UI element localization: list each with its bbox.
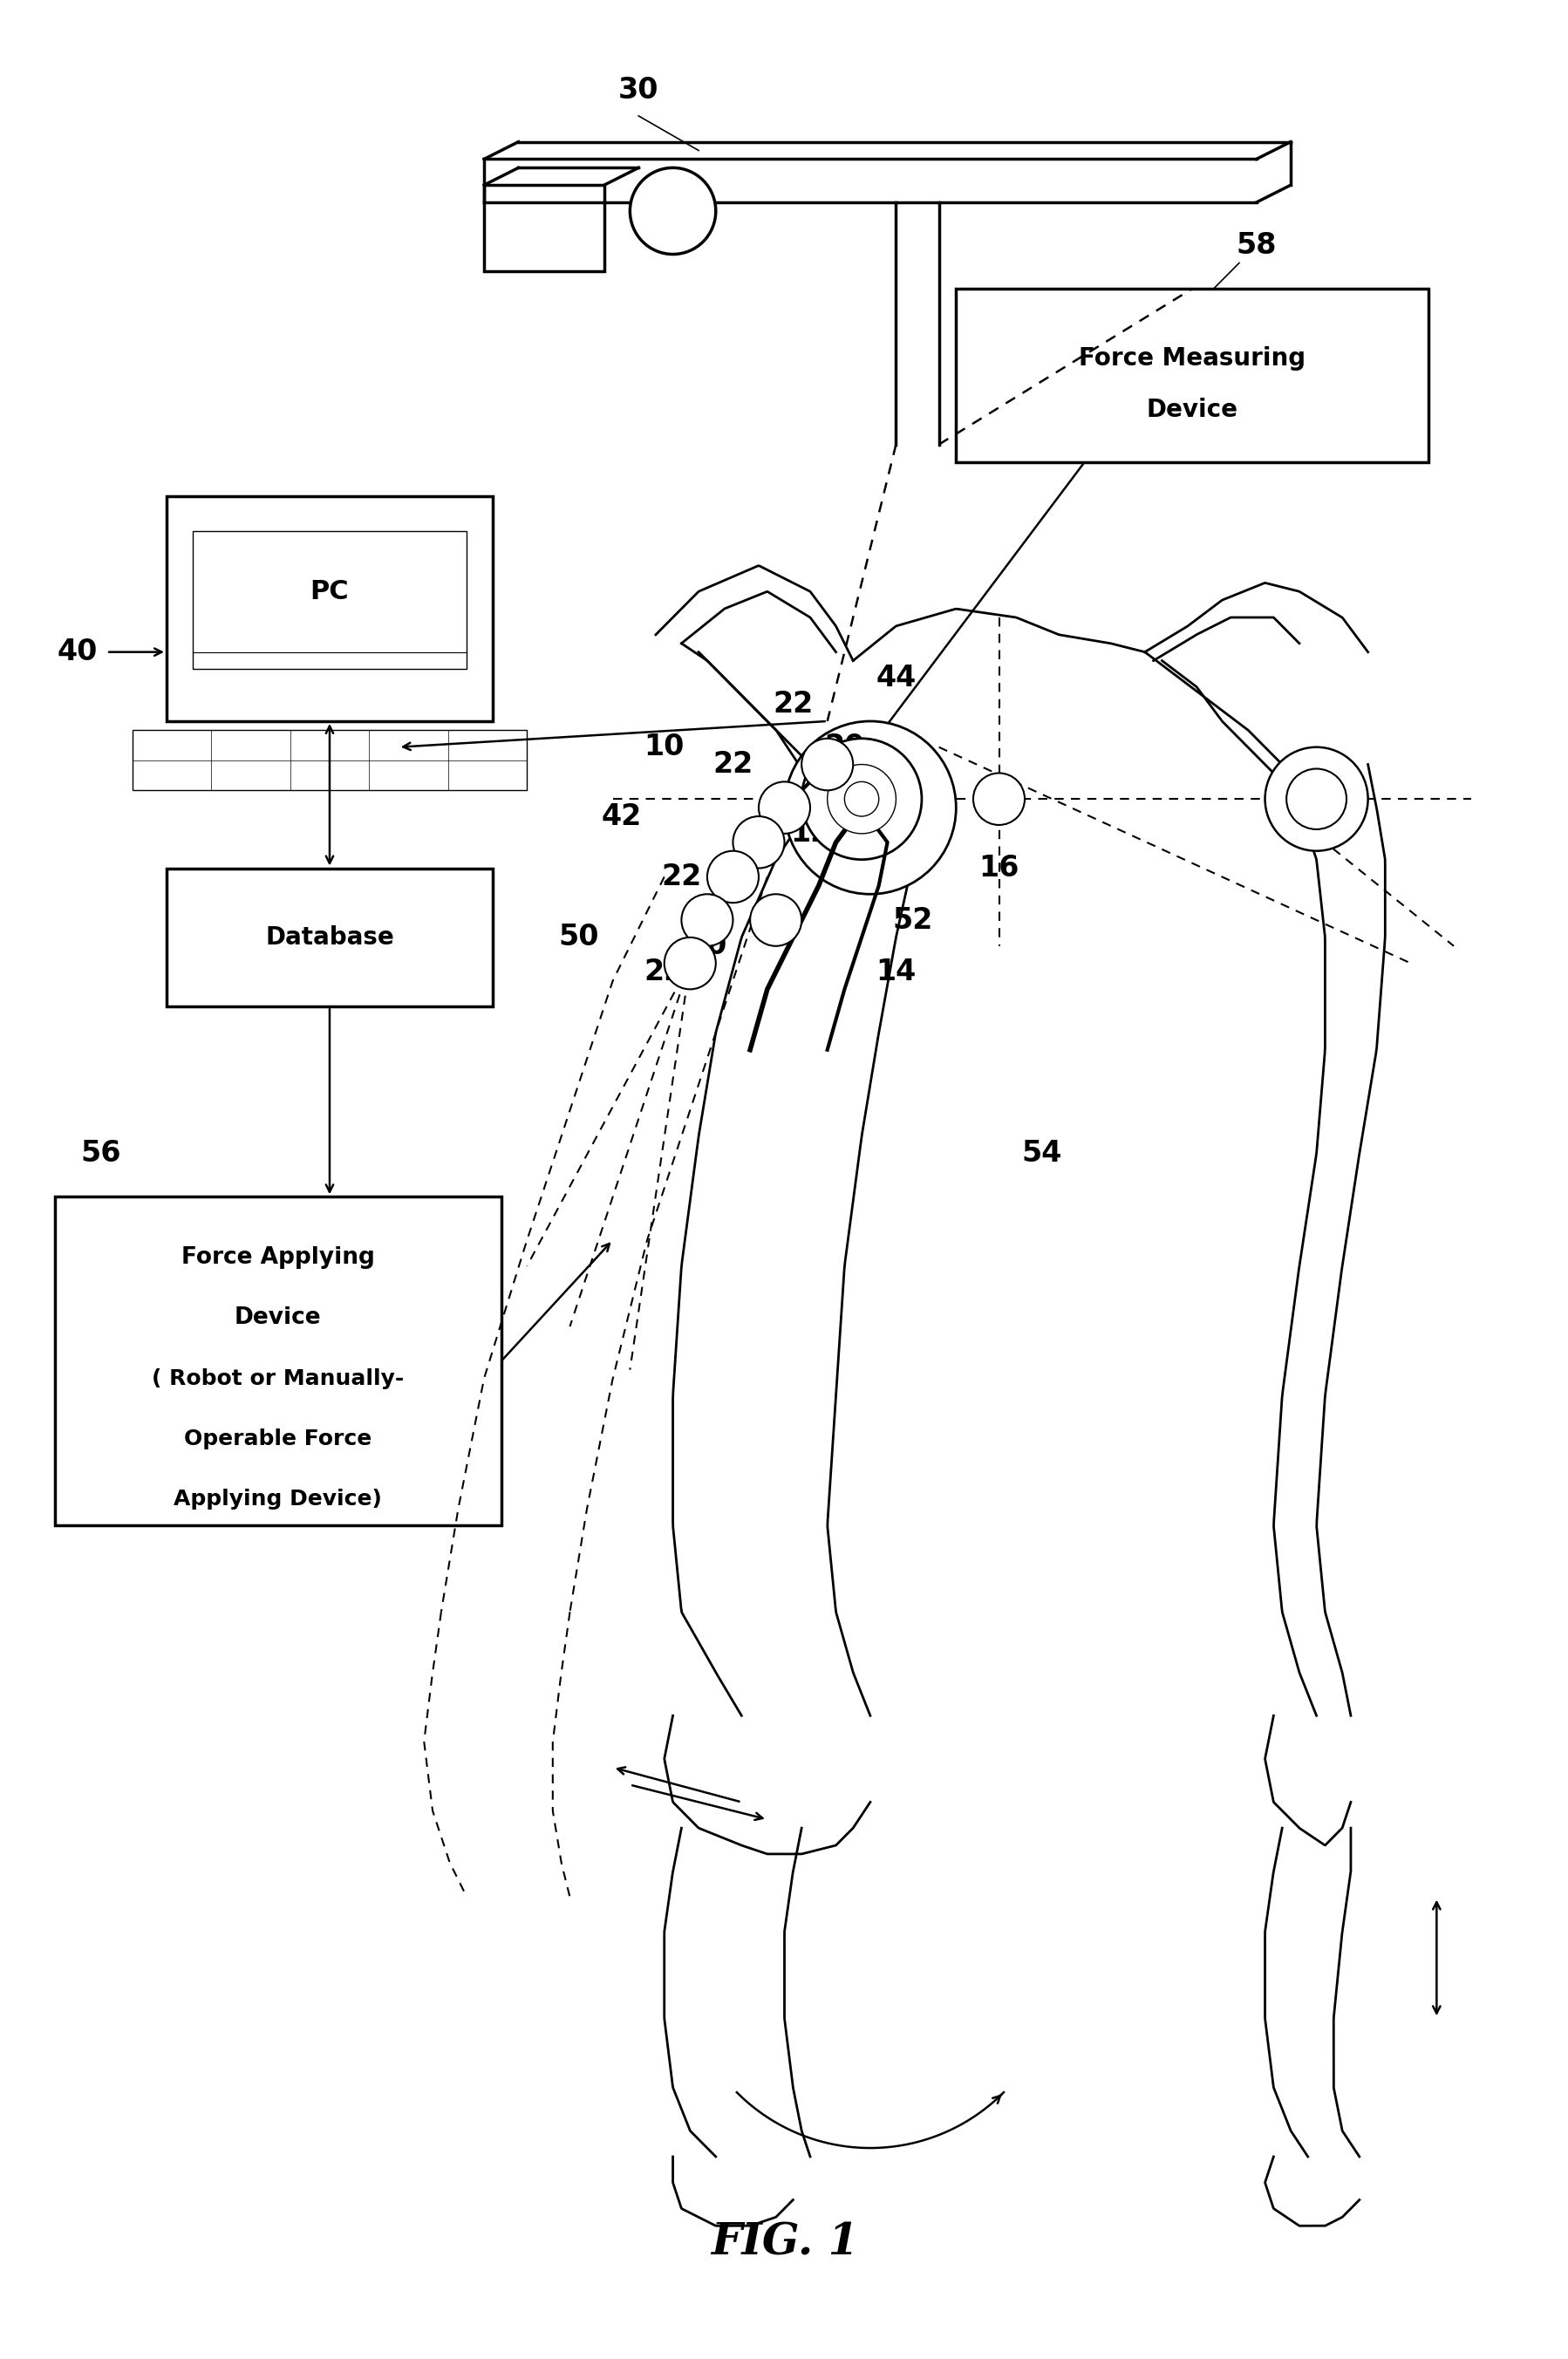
Bar: [55, 1196, 500, 1526]
Text: ( Robot or Manually-: ( Robot or Manually-: [152, 1368, 405, 1389]
Text: 22: 22: [773, 689, 812, 717]
Text: FIG. 1: FIG. 1: [710, 2222, 858, 2265]
Text: 50: 50: [558, 922, 599, 951]
Text: 22: 22: [712, 750, 753, 778]
Text: 10: 10: [644, 734, 684, 762]
Text: 52: 52: [892, 906, 933, 934]
Text: PC: PC: [310, 578, 350, 604]
Text: Device: Device: [235, 1307, 321, 1328]
Circle shape: [663, 937, 715, 988]
Text: 58: 58: [1236, 231, 1276, 259]
Text: Applying Device): Applying Device): [174, 1489, 383, 1510]
Circle shape: [801, 738, 853, 790]
Circle shape: [826, 764, 895, 833]
Circle shape: [732, 816, 784, 868]
Circle shape: [1264, 748, 1367, 852]
Circle shape: [681, 894, 732, 946]
Bar: [193, 531, 467, 670]
Bar: [166, 868, 492, 1007]
Circle shape: [1298, 781, 1333, 816]
Text: 20: 20: [823, 734, 864, 762]
Text: Operable Force: Operable Force: [183, 1430, 372, 1448]
Circle shape: [1286, 769, 1345, 830]
Circle shape: [707, 852, 759, 903]
Bar: [166, 495, 492, 722]
Text: 30: 30: [618, 75, 659, 104]
Bar: [132, 729, 527, 790]
Text: Device: Device: [1146, 399, 1237, 422]
Text: 12: 12: [790, 819, 829, 847]
Circle shape: [750, 894, 801, 946]
Circle shape: [844, 781, 878, 816]
Text: 40: 40: [58, 637, 97, 665]
Text: 22: 22: [662, 863, 701, 892]
Bar: [955, 288, 1427, 462]
Text: 42: 42: [601, 802, 641, 830]
Text: 16: 16: [978, 854, 1019, 882]
Text: Database: Database: [265, 925, 394, 951]
Circle shape: [784, 722, 955, 894]
Circle shape: [759, 781, 809, 833]
Circle shape: [972, 774, 1024, 826]
Text: Force Applying: Force Applying: [182, 1246, 375, 1269]
Bar: [485, 184, 604, 271]
Text: Force Measuring: Force Measuring: [1079, 347, 1305, 370]
Circle shape: [630, 167, 715, 255]
Text: 22: 22: [644, 958, 684, 986]
Text: 14: 14: [875, 958, 916, 986]
Circle shape: [801, 738, 922, 859]
Text: 54: 54: [1021, 1139, 1062, 1168]
Text: 20: 20: [687, 932, 728, 960]
Text: 56: 56: [80, 1139, 121, 1168]
Text: 44: 44: [875, 663, 916, 691]
